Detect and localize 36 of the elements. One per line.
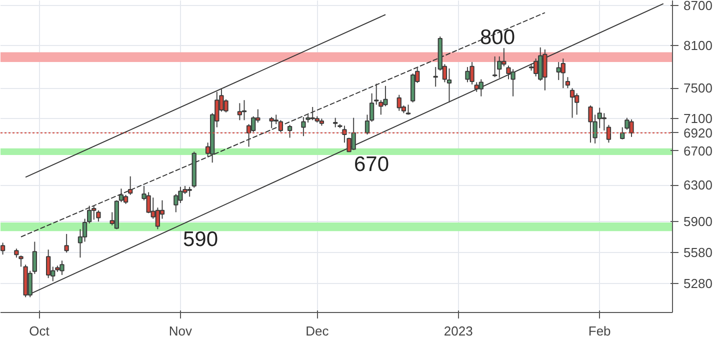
y-tick-label: 8700 — [684, 0, 712, 14]
y-tick-label: 7500 — [684, 80, 712, 96]
x-tick-label: Dec — [306, 324, 330, 338]
x-tick-label: 2023 — [444, 324, 473, 338]
candlestick — [570, 88, 575, 118]
annotation: 800 — [480, 26, 516, 49]
y-tick-label: 6700 — [684, 143, 712, 158]
candlestick — [96, 210, 101, 222]
candlestick — [237, 102, 242, 121]
x-tick-label: Oct — [29, 324, 50, 338]
candlestick — [128, 176, 133, 196]
y-tick-label: 5900 — [684, 214, 712, 230]
candlestick — [0, 242, 6, 256]
candlestick — [565, 76, 570, 89]
y-tick-label: 5580 — [684, 245, 712, 260]
annotation: 590 — [182, 228, 218, 251]
x-tick-label: Feb — [588, 324, 611, 338]
x-tick-label: Nov — [168, 324, 193, 338]
candlestick — [433, 66, 438, 88]
candlestick — [123, 194, 128, 204]
candlestick — [560, 58, 566, 89]
candlestick — [242, 100, 247, 121]
candlestick — [478, 78, 484, 97]
y-tick-label: 8100 — [684, 38, 712, 53]
candlestick — [602, 112, 606, 131]
ref-line-label: 6920 — [684, 125, 712, 140]
candlestick — [333, 117, 338, 128]
candlestick — [64, 233, 69, 254]
candlestick — [446, 68, 452, 103]
y-tick-label: 7100 — [684, 111, 712, 126]
y-tick-label: 6300 — [684, 178, 712, 193]
y-tick-label: 5280 — [684, 276, 712, 291]
candlestick — [287, 124, 292, 138]
candlestick — [46, 249, 51, 279]
candlestick — [492, 56, 498, 78]
annotation: 670 — [354, 153, 390, 176]
